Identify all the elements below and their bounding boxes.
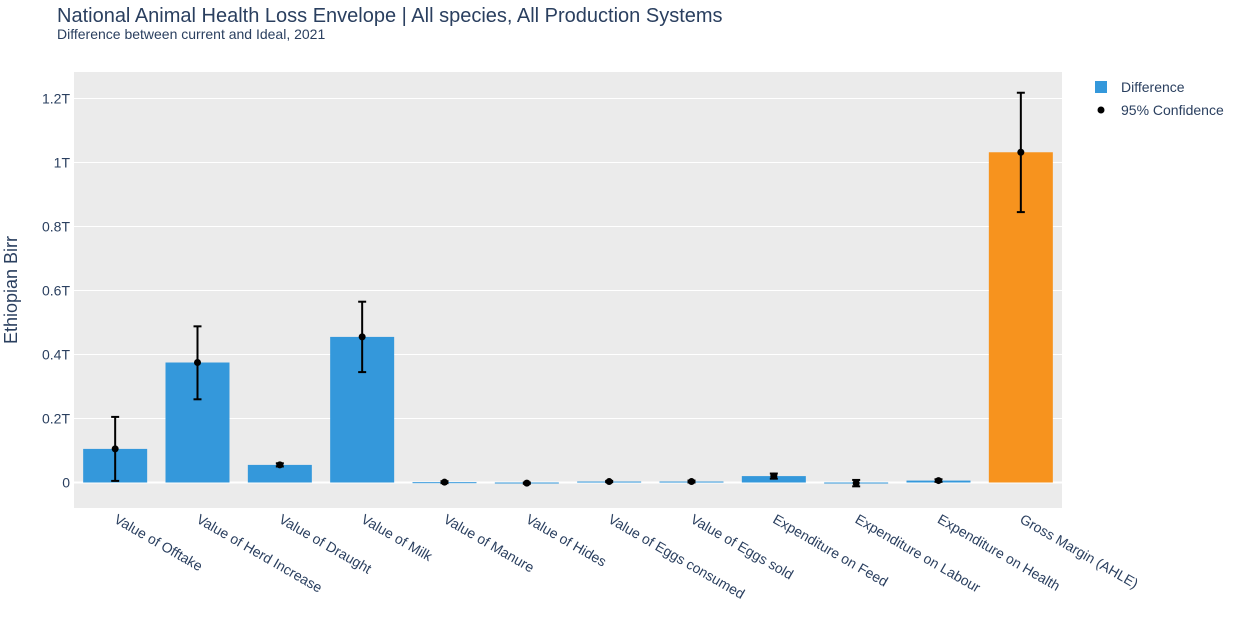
- y-tick-label: 0.6T: [42, 283, 70, 299]
- confidence-point: [688, 478, 695, 486]
- confidence-point: [276, 461, 284, 469]
- error-bar[interactable]: [769, 472, 778, 480]
- confidence-point: [111, 445, 119, 453]
- chart-subtitle: Difference between current and Ideal, 20…: [57, 26, 325, 42]
- error-bar[interactable]: [687, 478, 696, 486]
- error-bar[interactable]: [605, 478, 614, 486]
- error-bar[interactable]: [275, 461, 284, 469]
- y-tick-label: 1.2T: [42, 91, 70, 107]
- error-bar[interactable]: [111, 415, 120, 482]
- x-tick-label: Value of Eggs consumed: [606, 511, 748, 602]
- legend: Difference 95% Confidence: [1095, 79, 1224, 118]
- x-tick-label: Value of Milk: [359, 511, 436, 565]
- confidence-point: [770, 472, 778, 480]
- confidence-point: [523, 479, 531, 487]
- confidence-point: [441, 478, 448, 486]
- confidence-point: [194, 359, 201, 366]
- y-tick-label: 0.8T: [42, 219, 70, 235]
- legend-label-confidence[interactable]: 95% Confidence: [1121, 102, 1224, 118]
- confidence-point: [852, 479, 860, 487]
- bar-value-of-draught[interactable]: [247, 464, 312, 483]
- x-tick-label: Value of Manure: [441, 511, 537, 576]
- confidence-point: [935, 477, 942, 485]
- confidence-point: [1017, 148, 1025, 156]
- y-tick-label: 1T: [54, 155, 71, 171]
- confidence-point: [358, 333, 366, 341]
- y-axis-label: Ethiopian Birr: [1, 236, 21, 344]
- error-bar[interactable]: [522, 479, 531, 487]
- legend-marker-confidence: [1097, 106, 1105, 114]
- y-tick-label: 0.4T: [42, 347, 70, 363]
- y-tick-label: 0: [62, 475, 70, 491]
- x-tick-label: Value of Offtake: [112, 511, 206, 575]
- error-bar-layer: [111, 91, 1025, 488]
- error-bar[interactable]: [934, 477, 943, 485]
- error-bar[interactable]: [1016, 91, 1025, 214]
- error-bar[interactable]: [852, 478, 861, 488]
- grid-layer: [74, 98, 1062, 484]
- error-bar[interactable]: [193, 325, 202, 401]
- chart-title: National Animal Health Loss Envelope | A…: [57, 5, 723, 27]
- confidence-point: [605, 478, 613, 486]
- legend-swatch-difference: [1095, 81, 1107, 93]
- error-bar[interactable]: [358, 300, 367, 374]
- y-tick-label: 0.2T: [42, 411, 70, 427]
- y-tick-labels: 0 0.2T 0.4T 0.6T 0.8T 1T 1.2T: [42, 91, 70, 491]
- error-bar[interactable]: [440, 478, 449, 486]
- legend-label-difference[interactable]: Difference: [1121, 79, 1185, 95]
